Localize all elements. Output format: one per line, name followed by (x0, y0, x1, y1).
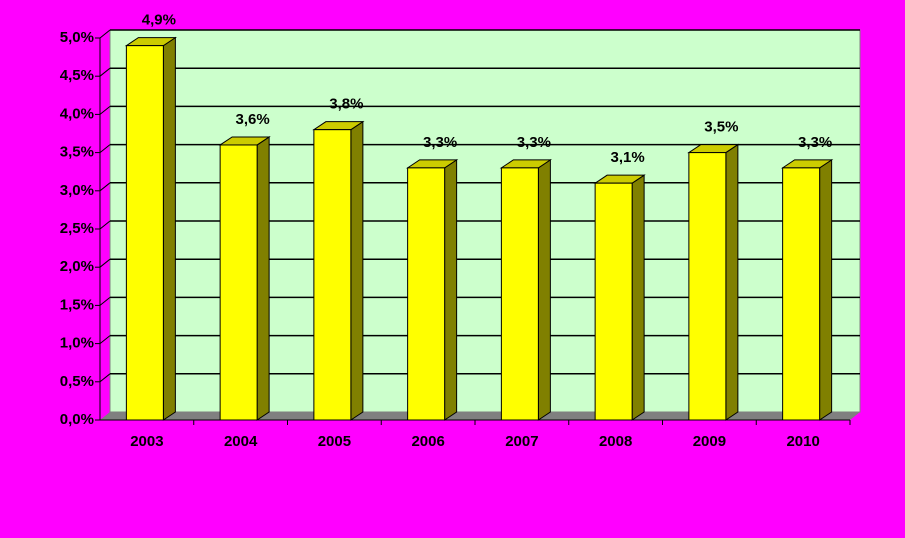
y-tick-label: 4,0% (60, 105, 94, 122)
x-tick-label: 2008 (599, 433, 632, 450)
value-label: 3,1% (611, 149, 645, 166)
y-tick-label: 3,0% (60, 182, 94, 199)
bar (594, 182, 633, 421)
bar (500, 167, 539, 421)
bar-side (162, 36, 176, 421)
value-label: 3,5% (704, 119, 738, 136)
y-tick-label: 2,0% (60, 258, 94, 275)
grid-line-side (99, 373, 111, 383)
y-tick-label: 4,5% (60, 67, 94, 84)
x-tick-label: 2003 (130, 433, 163, 450)
bar (125, 45, 164, 421)
bar (407, 167, 446, 421)
bar-side (350, 120, 364, 421)
bar-side (631, 174, 645, 421)
bar (688, 152, 727, 421)
grid-line-side (99, 297, 111, 306)
value-label: 4,9% (142, 12, 176, 29)
grid-line-side (99, 182, 111, 192)
y-tick-label: 0,5% (60, 373, 94, 390)
y-tick-label: 3,5% (60, 144, 94, 161)
grid-line-side (99, 29, 111, 39)
y-tick-label: 5,0% (60, 29, 94, 46)
value-label: 3,3% (798, 134, 832, 151)
grid-line-side (99, 335, 111, 344)
grid-line-side (99, 220, 111, 230)
bar-side (537, 158, 551, 421)
x-tick-label: 2005 (318, 433, 351, 450)
grid-line-side (99, 106, 111, 115)
x-tick-label: 2007 (505, 433, 538, 450)
bar-side (725, 143, 739, 421)
x-tick-label: 2010 (786, 433, 819, 450)
y-tick-label: 1,5% (60, 296, 94, 313)
grid-line-side (99, 144, 111, 153)
y-tick-label: 2,5% (60, 220, 94, 237)
bar-side (256, 136, 270, 421)
value-label: 3,6% (236, 111, 270, 128)
bar-side (444, 158, 458, 421)
value-label: 3,3% (517, 134, 551, 151)
x-tick-label: 2009 (693, 433, 726, 450)
bar (313, 129, 352, 421)
x-tick-label: 2004 (224, 433, 258, 450)
grid-line-side (99, 67, 111, 77)
bar (782, 167, 821, 421)
bar-side (819, 158, 833, 421)
floor (100, 412, 860, 420)
y-tick-label: 1,0% (60, 335, 94, 352)
y-tick-label: 0,0% (60, 411, 94, 428)
value-label: 3,3% (423, 134, 457, 151)
grid-line-side (99, 258, 111, 268)
value-label: 3,8% (329, 96, 363, 113)
x-tick-label: 2006 (411, 433, 444, 450)
bar (219, 144, 258, 421)
